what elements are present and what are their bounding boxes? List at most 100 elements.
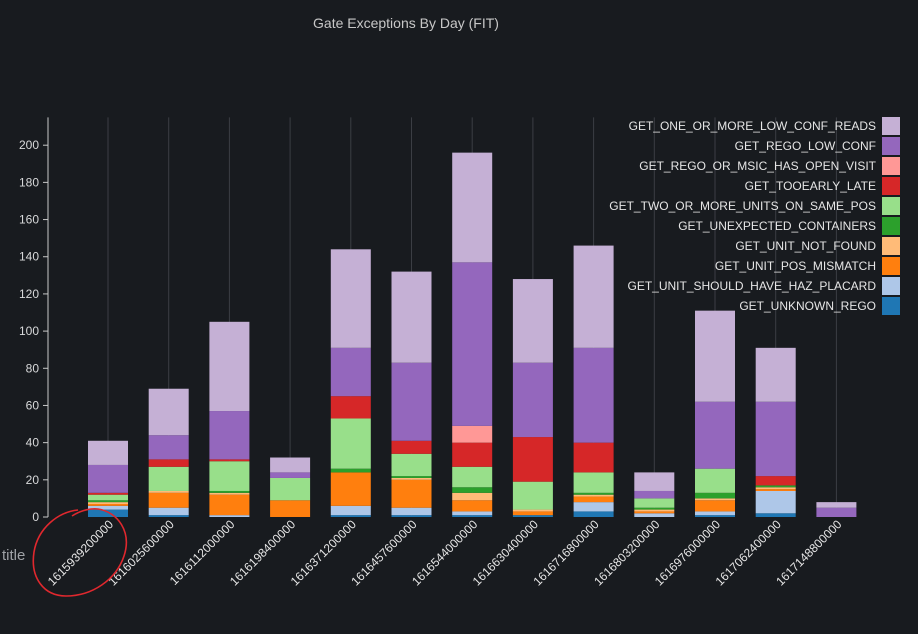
bar-segment [88,505,128,510]
y-tick-label: 120 [19,287,39,301]
y-tick-label: 60 [26,398,40,412]
bar-segment [330,396,371,419]
bar-segment [573,472,614,493]
bar-segment [330,418,371,469]
y-tick-label: 200 [19,138,39,152]
legend-item[interactable]: GET_REGO_OR_MSIC_HAS_OPEN_VISIT [609,156,900,176]
bar-segment [270,472,311,478]
bar-segment [209,321,250,412]
bar-segment [695,468,735,493]
bar-segment [512,279,553,363]
y-tick-label: 100 [19,324,39,338]
bar-segment [573,494,614,497]
bar-segment [209,490,250,493]
bar-segment [695,492,735,499]
legend-label: GET_REGO_OR_MSIC_HAS_OPEN_VISIT [639,159,876,173]
bar-segment [391,271,432,363]
legend-label: GET_REGO_LOW_CONF [734,139,876,153]
bar-segment [755,347,796,402]
bar-segment [512,515,553,517]
bar-segment [148,435,189,460]
bar-segment [452,515,493,517]
x-tick-label: 1617148800000 [773,517,844,588]
y-tick-label: 160 [19,213,39,227]
legend-item[interactable]: GET_TOOEARLY_LATE [609,176,900,196]
bar-segment [391,440,432,454]
x-axis-labels: 1615939200000161602560000016161120000001… [45,517,845,588]
bar-segment [391,479,432,508]
legend-swatch [882,177,900,195]
legend-item[interactable]: GET_UNIT_POS_MISMATCH [609,256,900,276]
bar-segment [391,515,432,517]
bar-segment [88,502,128,504]
bar-segment [88,440,128,465]
bar-segment [634,490,675,499]
bar-segment [512,509,553,512]
bar-segment [512,437,553,482]
bar-segment [573,511,614,517]
bar-segment [452,492,493,501]
legend-item[interactable]: GET_UNKNOWN_REGO [609,296,900,316]
legend-item[interactable]: GET_TWO_OR_MORE_UNITS_ON_SAME_POS [609,196,900,216]
bar-segment [209,461,250,491]
legend-swatch [882,277,900,295]
legend-item[interactable]: GET_UNIT_NOT_FOUND [609,236,900,256]
legend-item[interactable]: GET_UNIT_SHOULD_HAVE_HAZ_PLACARD [609,276,900,296]
bar-segment [452,425,493,443]
bar-segment [755,487,796,490]
bar-segment [573,347,614,443]
legend-item[interactable]: GET_REGO_LOW_CONF [609,136,900,156]
bar-segment [209,492,250,495]
bar-segment [88,500,128,503]
annotation-circle [32,508,128,597]
legend-item[interactable]: GET_ONE_OR_MORE_LOW_CONF_READS [609,116,900,136]
bar-segment [634,472,675,491]
bar-segment [755,489,796,491]
bar-segment [148,492,189,508]
legend-label: GET_UNIT_NOT_FOUND [735,239,876,253]
bar-segment [148,466,189,491]
bar-segment [88,509,128,517]
legend-label: GET_UNKNOWN_REGO [739,299,876,313]
legend-label: GET_UNIT_POS_MISMATCH [714,259,876,273]
bar-segment [512,362,553,438]
legend-label: GET_UNIT_SHOULD_HAVE_HAZ_PLACARD [627,279,876,293]
bar-segment [512,511,553,516]
bar-segment [391,477,432,480]
bar-segment [330,347,371,397]
bar-segment [391,476,432,478]
legend-swatch [882,217,900,235]
bar-segment [573,442,614,473]
y-tick-label: 0 [32,510,39,524]
bar-segment [695,498,735,501]
bar-stacks [88,152,857,517]
bar-segment [88,494,128,501]
bar-segment [88,503,128,506]
bar-segment [88,492,128,495]
bar-segment [209,411,250,460]
bar-segment [634,498,675,508]
legend-label: GET_TWO_OR_MORE_UNITS_ON_SAME_POS [609,199,876,213]
bar-segment [755,401,796,477]
bar-segment [452,466,493,488]
bar-segment [634,507,675,510]
chart-title: Gate Exceptions By Day (FIT) [313,15,499,31]
legend-swatch [882,237,900,255]
bar-segment [755,513,796,517]
bar-segment [816,502,857,508]
legend-swatch [882,117,900,135]
legend-swatch [882,197,900,215]
bar-segment [816,507,857,517]
y-tick-label: 20 [26,473,40,487]
bar-segment [512,481,553,510]
legend-item[interactable]: GET_UNEXPECTED_CONTAINERS [609,216,900,236]
legend: GET_ONE_OR_MORE_LOW_CONF_READS GET_REGO_L… [609,116,900,316]
y-tick-label: 180 [19,175,39,189]
bar-segment [148,515,189,517]
bar-segment [573,502,614,512]
stray-title-label: title [2,547,26,564]
bar-segment [209,459,250,462]
bar-segment [634,511,675,514]
bar-segment [695,515,735,517]
